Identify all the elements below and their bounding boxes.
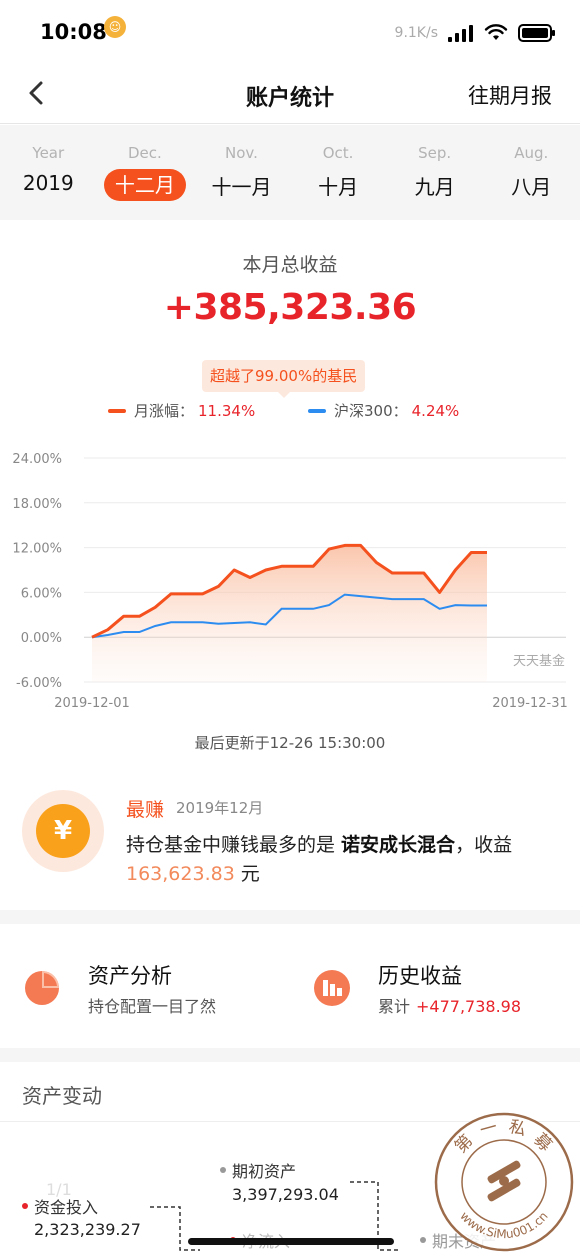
- month-tab-cn: 十二月: [103, 169, 187, 201]
- month-tab-en: Dec.: [127, 144, 162, 162]
- y-tick-label: 0.00%: [21, 631, 62, 646]
- begin-asset-label: 期初资产: [232, 1162, 297, 1181]
- best-fund-name: 诺安成长混合: [341, 834, 456, 856]
- flow-connector-lines: [150, 1181, 400, 1251]
- status-bar: 10:08 ☺ 9.1K/s: [0, 0, 580, 62]
- last-updated-text: 最后更新于12-26 15:30:00: [194, 734, 386, 752]
- app-notification-icon: ☺: [104, 16, 126, 38]
- series-area-monthly-change: [92, 545, 487, 682]
- begin-asset-dot: [220, 1167, 226, 1173]
- best-fund-description: 持仓基金中赚钱最多的是 诺安成长混合，收益: [126, 830, 512, 857]
- returns-chart: 24.00% 18.00% 12.00% 6.00% 0.00% -6.00% 2019-1…: [12, 452, 568, 711]
- battery-icon: [518, 24, 555, 42]
- month-tab-en: Oct.: [322, 144, 354, 162]
- capital-in-label: 资金投入: [34, 1198, 99, 1217]
- month-tab-en: Nov.: [225, 144, 258, 162]
- month-selector: Year 2019 Dec. 十二月 Nov. 十一月 Oct. 十月 Sep.…: [0, 125, 580, 220]
- month-tab-en: Aug.: [514, 144, 549, 162]
- best-fund-unit: 元: [240, 863, 260, 885]
- asset-analysis-subtitle: 持仓配置一目了然: [88, 997, 217, 1016]
- legend-value: 4.24%: [411, 401, 460, 420]
- nav-bar: 账户统计 往期月报: [0, 62, 580, 124]
- home-indicator[interactable]: [188, 1238, 394, 1245]
- month-tab-nov[interactable]: Nov. 十一月: [193, 125, 290, 220]
- best-fund-suffix: ，收益: [455, 834, 513, 856]
- legend-item-monthly-change: 月涨幅： 11.34%: [108, 400, 255, 421]
- status-time: 10:08: [40, 20, 107, 44]
- series-line-csi300: [91, 593, 487, 639]
- y-tick-label: -6.00%: [16, 676, 62, 691]
- bar-chart-icon: [314, 970, 350, 1006]
- analysis-row: 资产分析 持仓配置一目了然 历史收益 累计 +477,738.98: [0, 924, 580, 1048]
- best-fund-title: 最赚: [126, 799, 165, 821]
- month-tab-sep[interactable]: Sep. 九月: [386, 125, 483, 220]
- y-tick-label: 24.00%: [12, 452, 62, 467]
- capital-in-value: 2,323,239.27: [34, 1220, 141, 1239]
- month-tab-dec[interactable]: Dec. 十二月: [97, 125, 194, 220]
- series-line-monthly-change: [91, 543, 487, 639]
- month-tab-oct[interactable]: Oct. 十月: [290, 125, 387, 220]
- asset-analysis-title: 资产分析: [88, 964, 172, 988]
- history-earnings-title: 历史收益: [378, 964, 462, 988]
- legend-swatch-blue: [308, 408, 326, 413]
- month-tab-cn: 十一月: [211, 175, 272, 199]
- cumulative-label: 累计: [378, 997, 411, 1016]
- month-tab-year[interactable]: Year 2019: [0, 125, 97, 220]
- legend-swatch-orange: [108, 408, 126, 413]
- month-tab-cn: 2019: [22, 171, 74, 195]
- month-tab-cn: 八月: [511, 175, 552, 199]
- chart-watermark: 天天基金: [513, 653, 565, 669]
- month-tab-cn: 十月: [318, 175, 359, 199]
- best-fund-earnings: 163,623.83 元: [126, 859, 260, 886]
- month-tab-cn: 九月: [414, 175, 455, 199]
- begin-asset-value: 3,397,293.04: [232, 1185, 339, 1204]
- y-tick-label: 18.00%: [12, 497, 62, 512]
- section-divider: [0, 910, 580, 924]
- best-fund-date: 2019年12月: [176, 799, 264, 817]
- best-fund-prefix: 持仓基金中赚钱最多的是: [126, 834, 342, 856]
- y-tick-label: 6.00%: [21, 586, 62, 601]
- cumulative-value: +477,738.98: [416, 997, 522, 1016]
- section-divider: [0, 1048, 580, 1062]
- past-reports-link[interactable]: 往期月报: [468, 84, 552, 108]
- wifi-icon: [484, 24, 508, 40]
- y-tick-label: 12.00%: [12, 542, 62, 557]
- beat-percent-badge: 超越了99.00%的基民: [202, 360, 366, 398]
- best-fund-amount: 163,623.83: [126, 863, 235, 885]
- page-title: 账户统计: [245, 86, 334, 111]
- back-arrow-icon[interactable]: [22, 78, 52, 108]
- legend-name: 沪深300：: [334, 402, 408, 420]
- signal-icon: [448, 24, 474, 42]
- x-tick-label: 2019-12-01: [54, 696, 130, 711]
- monthly-earnings-value: +385,323.36: [163, 287, 417, 328]
- legend-item-csi300: 沪深300： 4.24%: [308, 400, 459, 421]
- watermark-stamp: 第 一 私 募 www.SiMu001.cn: [434, 1112, 574, 1252]
- monthly-earnings-label: 本月总收益: [242, 254, 338, 276]
- flow-faint-text: 1/1: [46, 1180, 72, 1199]
- end-asset-dot: [420, 1237, 426, 1243]
- month-tab-en: Year: [32, 144, 65, 162]
- month-tab-aug[interactable]: Aug. 八月: [483, 125, 580, 220]
- x-tick-label: 2019-12-31: [492, 696, 568, 711]
- legend-value: 11.34%: [198, 401, 256, 420]
- capital-in-dot: [22, 1203, 28, 1209]
- history-earnings-subtitle: 累计 +477,738.98: [378, 993, 521, 1017]
- status-right: 9.1K/s: [394, 18, 555, 48]
- legend-name: 月涨幅：: [134, 402, 195, 420]
- best-fund-card[interactable]: ¥ 最赚 2019年12月 持仓基金中赚钱最多的是 诺安成长混合，收益 163,…: [0, 785, 580, 905]
- pie-chart-icon: [25, 971, 59, 1005]
- asset-change-title: 资产变动: [22, 1084, 102, 1108]
- asset-change-header: 资产变动: [0, 1062, 580, 1122]
- yuan-icon: ¥: [36, 804, 90, 858]
- network-speed: 9.1K/s: [394, 25, 438, 41]
- month-tab-en: Sep.: [418, 144, 452, 162]
